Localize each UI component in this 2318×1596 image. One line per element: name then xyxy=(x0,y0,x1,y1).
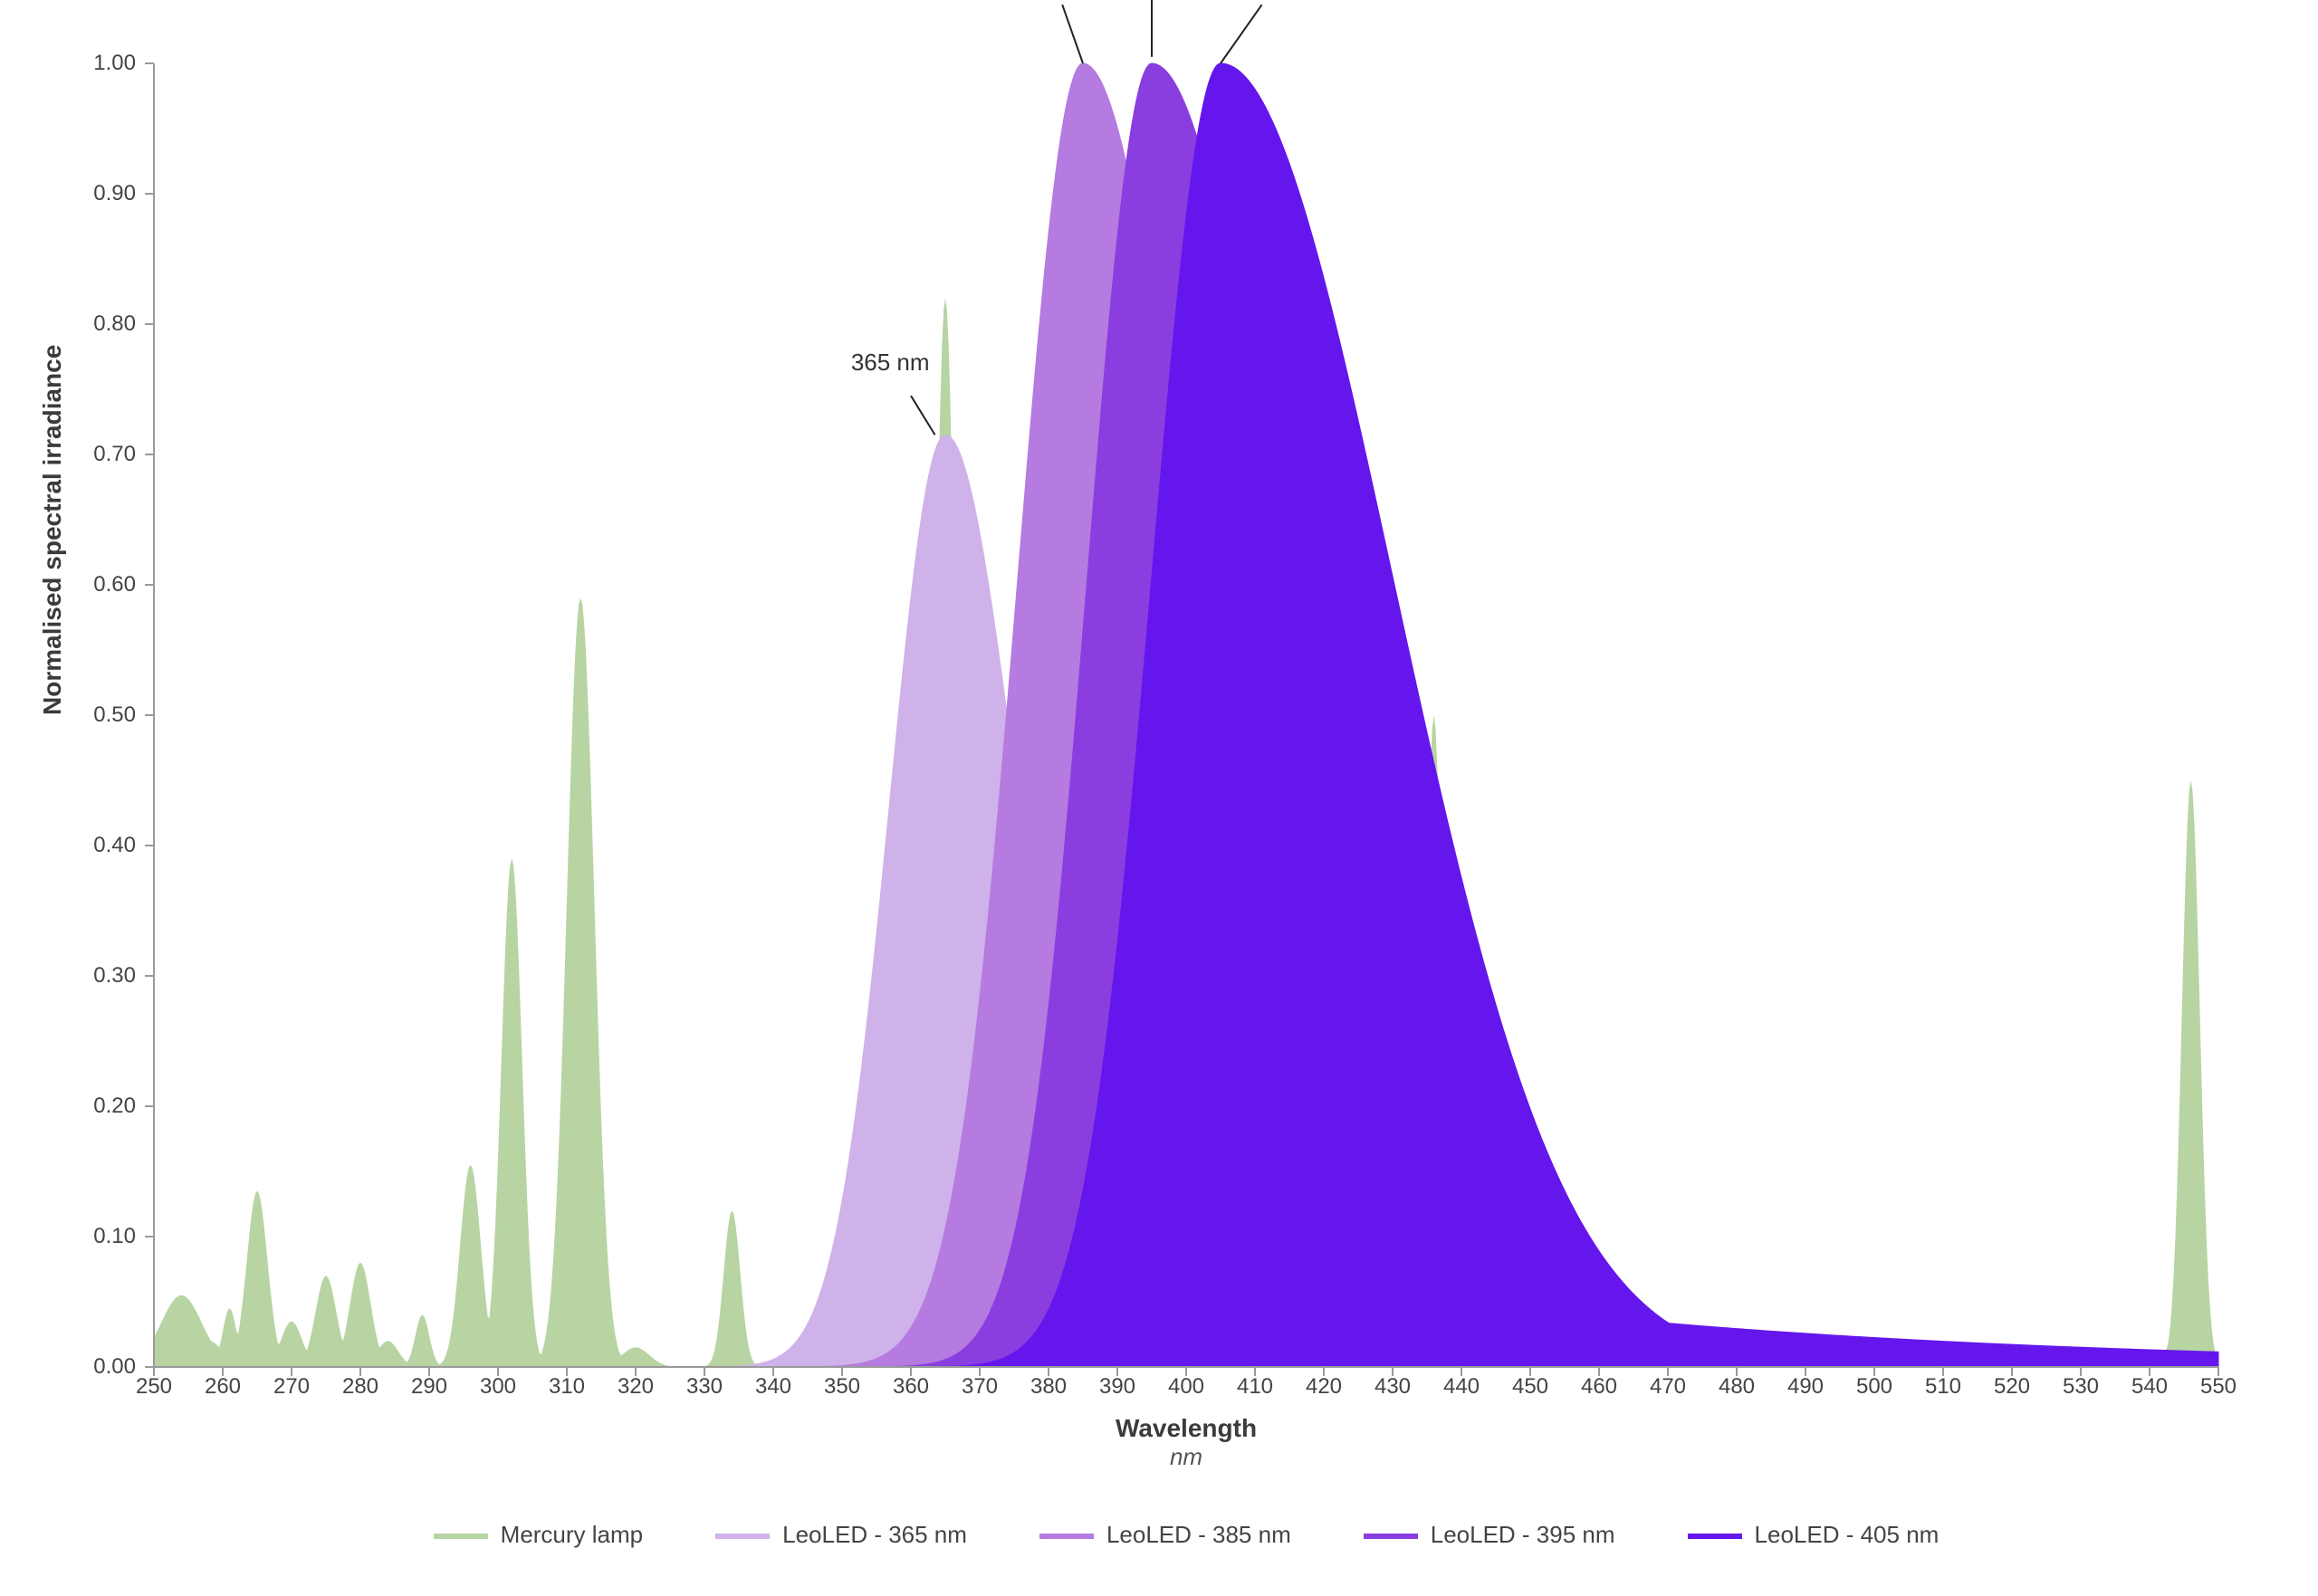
legend-label: LeoLED - 385 nm xyxy=(1106,1521,1291,1548)
legend-label: LeoLED - 395 nm xyxy=(1431,1521,1615,1548)
legend-label: LeoLED - 365 nm xyxy=(782,1521,967,1548)
x-tick-label: 470 xyxy=(1650,1374,1686,1400)
x-tick-label: 440 xyxy=(1443,1374,1480,1400)
x-tick-label: 290 xyxy=(411,1374,447,1400)
x-tick-label: 250 xyxy=(136,1374,172,1400)
plot-area xyxy=(154,63,2218,1367)
legend: Mercury lamp LeoLED - 365 nm LeoLED - 385 … xyxy=(154,1521,2218,1549)
y-tick-label: 0.70 xyxy=(93,442,136,467)
x-axis-unit: nm xyxy=(154,1443,2218,1471)
y-tick-label: 0.30 xyxy=(93,963,136,989)
y-tick-label: 0.10 xyxy=(93,1224,136,1249)
y-tick-label: 0.00 xyxy=(93,1354,136,1380)
peak-leader xyxy=(1221,5,1262,63)
y-tick-label: 0.20 xyxy=(93,1094,136,1119)
legend-swatch xyxy=(1364,1534,1418,1539)
x-tick-label: 500 xyxy=(1856,1374,1892,1400)
x-tick-label: 550 xyxy=(2200,1374,2237,1400)
legend-item-mercury: Mercury lamp xyxy=(434,1521,643,1549)
x-tick-label: 350 xyxy=(824,1374,860,1400)
x-axis-title-block: Wavelength nm xyxy=(154,1414,2218,1471)
x-tick-label: 540 xyxy=(2131,1374,2168,1400)
series-led405 xyxy=(154,63,2218,1367)
x-tick-label: 280 xyxy=(342,1374,378,1400)
legend-label: Mercury lamp xyxy=(501,1521,643,1548)
y-tick-label: 0.90 xyxy=(93,181,136,206)
x-tick-label: 370 xyxy=(962,1374,998,1400)
x-tick-label: 450 xyxy=(1512,1374,1548,1400)
x-tick-label: 330 xyxy=(686,1374,723,1400)
x-tick-label: 410 xyxy=(1237,1374,1273,1400)
x-axis-label: Wavelength xyxy=(154,1414,2218,1443)
legend-item-led365: LeoLED - 365 nm xyxy=(715,1521,967,1549)
x-tick-label: 390 xyxy=(1099,1374,1135,1400)
legend-item-led395: LeoLED - 395 nm xyxy=(1364,1521,1615,1549)
x-tick-label: 520 xyxy=(1994,1374,2030,1400)
x-tick-label: 300 xyxy=(480,1374,516,1400)
x-tick-label: 400 xyxy=(1168,1374,1204,1400)
x-tick-label: 510 xyxy=(1925,1374,1961,1400)
y-tick-label: 1.00 xyxy=(93,51,136,76)
x-tick-label: 530 xyxy=(2063,1374,2099,1400)
peak-label: 365 nm xyxy=(851,349,930,377)
y-axis-label: Normalised spectral irradiance xyxy=(38,345,67,715)
legend-swatch xyxy=(434,1534,488,1539)
x-tick-label: 320 xyxy=(618,1374,654,1400)
legend-item-led405: LeoLED - 405 nm xyxy=(1688,1521,1940,1549)
legend-item-led385: LeoLED - 385 nm xyxy=(1039,1521,1291,1549)
x-tick-label: 260 xyxy=(205,1374,241,1400)
legend-swatch xyxy=(1688,1534,1742,1539)
x-tick-label: 360 xyxy=(893,1374,929,1400)
x-tick-label: 420 xyxy=(1306,1374,1342,1400)
x-tick-label: 340 xyxy=(755,1374,791,1400)
y-tick-label: 0.80 xyxy=(93,311,136,337)
y-tick-label: 0.40 xyxy=(93,833,136,858)
x-tick-label: 430 xyxy=(1375,1374,1411,1400)
spectral-irradiance-chart: Normalised spectral irradiance 0.00 0.10 0… xyxy=(36,36,2282,1560)
y-tick-label: 0.50 xyxy=(93,702,136,728)
x-tick-label: 480 xyxy=(1719,1374,1755,1400)
x-tick-label: 310 xyxy=(549,1374,585,1400)
legend-swatch xyxy=(1039,1534,1094,1539)
legend-label: LeoLED - 405 nm xyxy=(1755,1521,1940,1548)
x-tick-label: 490 xyxy=(1787,1374,1824,1400)
x-tick-label: 460 xyxy=(1581,1374,1617,1400)
peak-leader xyxy=(1062,5,1083,63)
legend-swatch xyxy=(715,1534,770,1539)
y-tick-label: 0.60 xyxy=(93,572,136,597)
peak-leader xyxy=(911,396,935,435)
x-tick-label: 380 xyxy=(1030,1374,1067,1400)
x-tick-label: 270 xyxy=(273,1374,310,1400)
